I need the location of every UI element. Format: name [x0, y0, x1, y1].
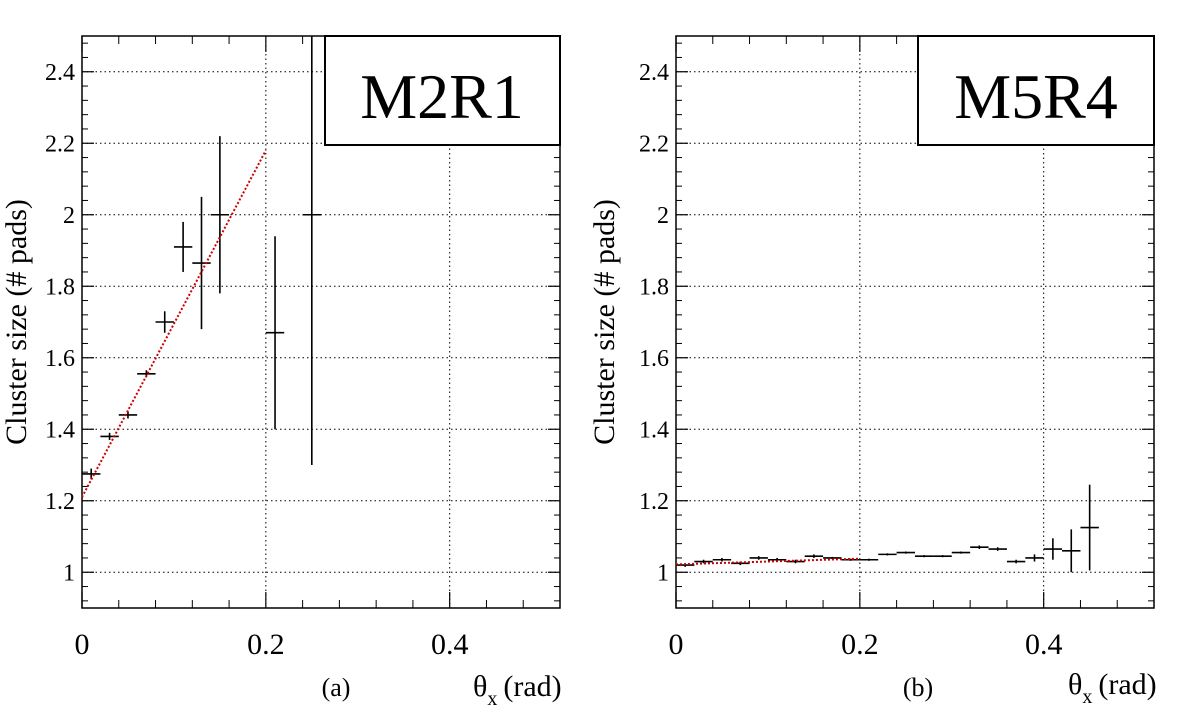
y-tick-label: 2.4 — [45, 60, 75, 86]
x-axis-label-symbol: θ — [473, 670, 487, 703]
data-point — [896, 551, 915, 554]
data-point — [302, 36, 321, 465]
data-point — [749, 556, 768, 560]
y-axis-label: Cluster size (# pads) — [588, 199, 621, 445]
data-point — [933, 555, 952, 558]
axis-ticks: 1 1.2 1.4 1.6 1.8 2 2.2 2.4 0 0.2 0.4 — [639, 36, 1155, 661]
data-point — [859, 558, 879, 561]
chart-title: M2R1 — [360, 61, 524, 132]
x-axis-label-symbol: θ — [1068, 668, 1082, 701]
y-tick-label: 1 — [657, 560, 669, 586]
y-tick-label: 1.4 — [45, 417, 75, 443]
x-axis-label: θx (rad) — [1068, 668, 1157, 708]
fit-line — [81, 149, 267, 498]
data-point — [951, 551, 971, 554]
y-tick-label: 1.8 — [45, 274, 75, 300]
data-point — [878, 553, 897, 556]
data-point — [1043, 538, 1063, 560]
y-tick-label: 1.8 — [639, 274, 669, 300]
data-point — [155, 311, 174, 333]
data-points — [676, 484, 1099, 573]
y-tick-label: 2.2 — [45, 131, 75, 157]
x-tick-label: 0.2 — [841, 628, 879, 661]
y-axis-label: Cluster size (# pads) — [0, 199, 33, 445]
y-tick-label: 2 — [657, 203, 669, 229]
data-point — [210, 136, 230, 294]
data-point — [192, 196, 211, 330]
x-tick-label: 0 — [75, 628, 90, 661]
y-tick-label: 2 — [63, 203, 75, 229]
y-tick-label: 1 — [63, 560, 75, 586]
y-tick-label: 2.4 — [639, 60, 669, 86]
data-point — [82, 468, 101, 480]
fit-line-group — [81, 149, 267, 498]
legend-box — [917, 35, 1155, 146]
x-tick-label: 0.2 — [247, 628, 285, 661]
y-tick-label: 2.2 — [639, 131, 669, 157]
data-point — [1080, 484, 1099, 571]
x-tick-label: 0.4 — [1025, 628, 1063, 661]
y-tick-label: 1.4 — [639, 417, 669, 443]
data-point — [1006, 559, 1026, 564]
data-point — [173, 221, 193, 272]
x-tick-label: 0.4 — [431, 628, 469, 661]
data-points — [82, 36, 321, 480]
y-tick-label: 1.6 — [45, 346, 75, 372]
panel-m2r1: 1 1.2 1.4 1.6 1.8 2 2.2 2.4 0 0.2 0.4 M2R1 Cluster… — [0, 35, 562, 710]
x-axis-label-sub: x — [487, 688, 497, 710]
data-point — [915, 555, 934, 558]
x-axis-label: θx (rad) — [473, 670, 562, 710]
fit-line — [675, 557, 860, 566]
fit-line-group — [675, 557, 860, 566]
y-tick-label: 1.6 — [639, 346, 669, 372]
data-point — [712, 557, 732, 562]
x-axis-label-unit: (rad) — [503, 670, 561, 703]
x-tick-label: 0 — [669, 628, 684, 661]
data-point — [804, 554, 824, 558]
panel-label: (b) — [903, 673, 933, 702]
grid-lines — [675, 36, 1154, 608]
data-point — [1062, 529, 1081, 573]
data-point — [694, 559, 713, 564]
legend-box — [324, 35, 561, 146]
panel-m5r4: 1 1.2 1.4 1.6 1.8 2 2.2 2.4 0 0.2 0.4 M5R4 Cluster… — [588, 35, 1157, 708]
x-axis-label-sub: x — [1082, 686, 1092, 708]
panel-label: (a) — [322, 673, 351, 702]
chart-title: M5R4 — [954, 61, 1118, 132]
plot-frame — [675, 35, 1155, 609]
y-tick-label: 1.2 — [45, 489, 75, 515]
x-axis-label-unit: (rad) — [1098, 668, 1156, 701]
data-point — [988, 547, 1007, 551]
plot-frame — [81, 35, 561, 609]
y-tick-label: 1.2 — [639, 489, 669, 515]
data-point — [100, 432, 119, 440]
data-point — [1025, 554, 1044, 562]
data-point — [970, 545, 989, 550]
data-point — [265, 236, 285, 430]
